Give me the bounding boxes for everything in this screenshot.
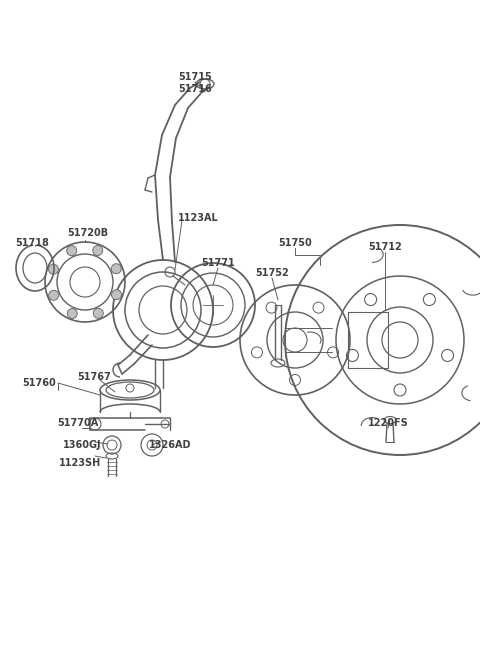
Circle shape: [48, 290, 59, 300]
Text: 51750: 51750: [278, 238, 312, 248]
Text: 51720B: 51720B: [67, 228, 108, 238]
Text: 1360GJ: 1360GJ: [63, 440, 101, 450]
Text: 51760: 51760: [22, 378, 56, 388]
Text: 1220FS: 1220FS: [368, 418, 408, 428]
Text: 51752: 51752: [255, 268, 289, 278]
Text: 1123SH: 1123SH: [59, 458, 101, 468]
Text: 51712: 51712: [368, 242, 402, 252]
Text: 51767: 51767: [77, 372, 111, 382]
Text: 51771: 51771: [201, 258, 235, 268]
Circle shape: [48, 264, 59, 274]
Circle shape: [67, 309, 77, 318]
Circle shape: [93, 309, 103, 318]
Text: 51715
51716: 51715 51716: [178, 72, 212, 94]
Text: 1123AL: 1123AL: [178, 213, 219, 223]
Text: 1326AD: 1326AD: [149, 440, 191, 450]
Circle shape: [93, 246, 103, 255]
Circle shape: [111, 264, 121, 274]
Text: 51718: 51718: [15, 238, 49, 248]
Circle shape: [67, 246, 77, 255]
Text: 51770A: 51770A: [58, 418, 98, 428]
Circle shape: [111, 290, 121, 300]
